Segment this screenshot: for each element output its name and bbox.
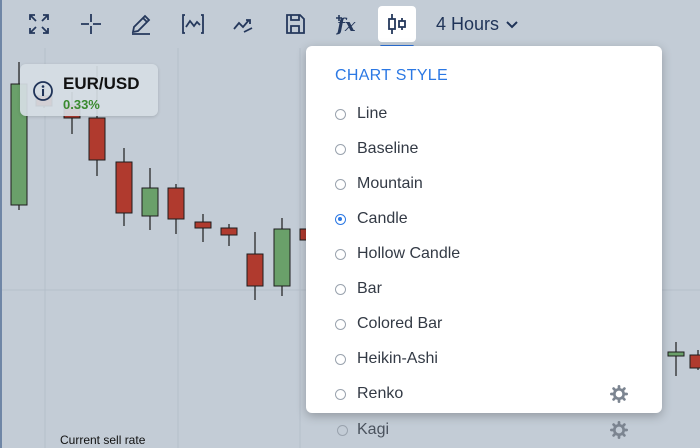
option-label: Line — [357, 105, 388, 122]
candle-body — [141, 187, 159, 217]
crosshair-icon — [81, 14, 101, 34]
trend-button[interactable] — [225, 6, 263, 42]
candle-body — [115, 161, 133, 214]
radio-baseline[interactable] — [335, 143, 346, 155]
crosshair-button[interactable] — [72, 6, 110, 42]
radio-bar[interactable] — [335, 283, 346, 295]
radio-renko[interactable] — [335, 388, 346, 400]
chart-toolbar: fx 4 Hours — [0, 0, 700, 48]
style-option-heikin-ashi[interactable]: Heikin-Ashi — [306, 343, 662, 375]
radio-line[interactable] — [335, 108, 346, 120]
radio-candle[interactable] — [335, 213, 346, 225]
style-option-candle[interactable]: Candle — [306, 203, 662, 235]
style-option-renko[interactable]: Renko — [306, 378, 662, 410]
option-label: Heikin-Ashi — [357, 350, 438, 367]
style-option-line[interactable]: Line — [306, 98, 662, 130]
menu-title: CHART STYLE — [335, 67, 448, 84]
radio-colored-bar[interactable] — [335, 318, 346, 330]
chart-style-button[interactable] — [378, 6, 416, 48]
fullscreen-icon — [29, 14, 49, 34]
option-label: Mountain — [357, 175, 423, 192]
radio-mountain[interactable] — [335, 178, 346, 190]
candle-body — [167, 187, 185, 220]
gear-icon[interactable] — [610, 385, 628, 403]
trend-icon — [233, 19, 253, 33]
radio-heikin-ashi[interactable] — [335, 353, 346, 365]
current-sell-rate-label: Current sell rate — [60, 433, 146, 447]
draw-button[interactable] — [122, 6, 160, 42]
style-option-bar[interactable]: Bar — [306, 273, 662, 305]
chevron-down-icon — [506, 21, 518, 29]
option-label: Hollow Candle — [357, 245, 461, 262]
candle-body — [194, 221, 212, 229]
candle-style-icon — [388, 14, 406, 34]
option-label: Baseline — [357, 140, 419, 157]
gear-icon[interactable] — [610, 421, 628, 439]
style-option-colored-bar[interactable]: Colored Bar — [306, 308, 662, 340]
style-option-kagi[interactable]: Kagi — [318, 414, 658, 448]
candle-body — [220, 227, 238, 236]
style-option-baseline[interactable]: Baseline — [306, 133, 662, 165]
function-button[interactable]: fx — [327, 6, 365, 42]
radio-kagi[interactable] — [337, 425, 348, 436]
function-icon: fx — [335, 15, 356, 36]
timeframe-label: 4 Hours — [436, 13, 500, 34]
option-label: Colored Bar — [357, 315, 443, 332]
timeframe-dropdown[interactable]: 4 Hours — [436, 12, 519, 36]
style-option-mountain[interactable]: Mountain — [306, 168, 662, 200]
save-icon — [286, 14, 305, 34]
candle-body — [273, 228, 291, 287]
candle-body — [667, 351, 685, 357]
chart-style-menu: CHART STYLE Line Baseline Mountain Candl… — [306, 46, 662, 413]
save-button[interactable] — [276, 6, 314, 42]
option-label: Kagi — [357, 421, 390, 438]
option-label: Renko — [357, 385, 404, 402]
instrument-pair: EUR/USD — [63, 74, 140, 93]
candle-body — [689, 354, 700, 369]
svg-text:fx: fx — [335, 15, 356, 36]
instrument-info-card[interactable]: EUR/USD 0.33% — [20, 64, 158, 116]
candle-body — [88, 117, 106, 161]
instrument-change: 0.33% — [63, 97, 100, 112]
info-icon[interactable] — [32, 80, 54, 102]
candle-body — [246, 253, 264, 287]
indicators-button[interactable] — [174, 6, 212, 42]
option-label: Bar — [357, 280, 382, 297]
style-option-hollow-candle[interactable]: Hollow Candle — [306, 238, 662, 270]
option-label: Candle — [357, 210, 408, 227]
radio-hollow-candle[interactable] — [335, 248, 346, 260]
fullscreen-button[interactable] — [20, 6, 58, 42]
pencil-icon — [131, 14, 151, 35]
indicator-icon — [182, 14, 204, 34]
